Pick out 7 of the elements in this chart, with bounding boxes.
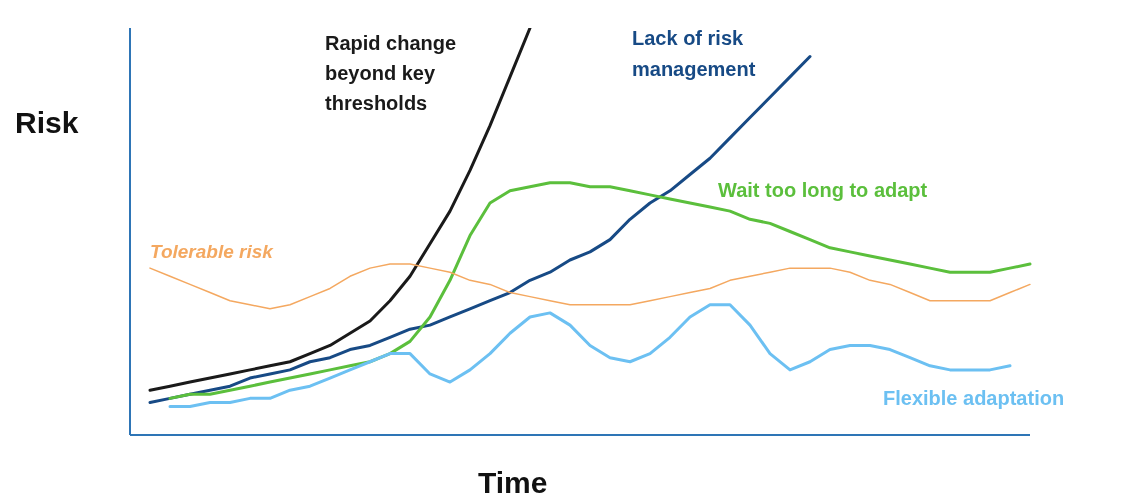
series-label: Tolerable risk	[150, 241, 275, 263]
series-label: Rapid change beyond key thresholds	[325, 32, 457, 114]
series-label: Flexible adaptation	[883, 386, 1065, 409]
series-label: Wait too long to adapt	[718, 179, 928, 202]
series-label: Lack of risk management	[632, 27, 756, 81]
x-axis-title: Time	[478, 466, 548, 499]
y-axis-title: Risk	[15, 106, 79, 140]
